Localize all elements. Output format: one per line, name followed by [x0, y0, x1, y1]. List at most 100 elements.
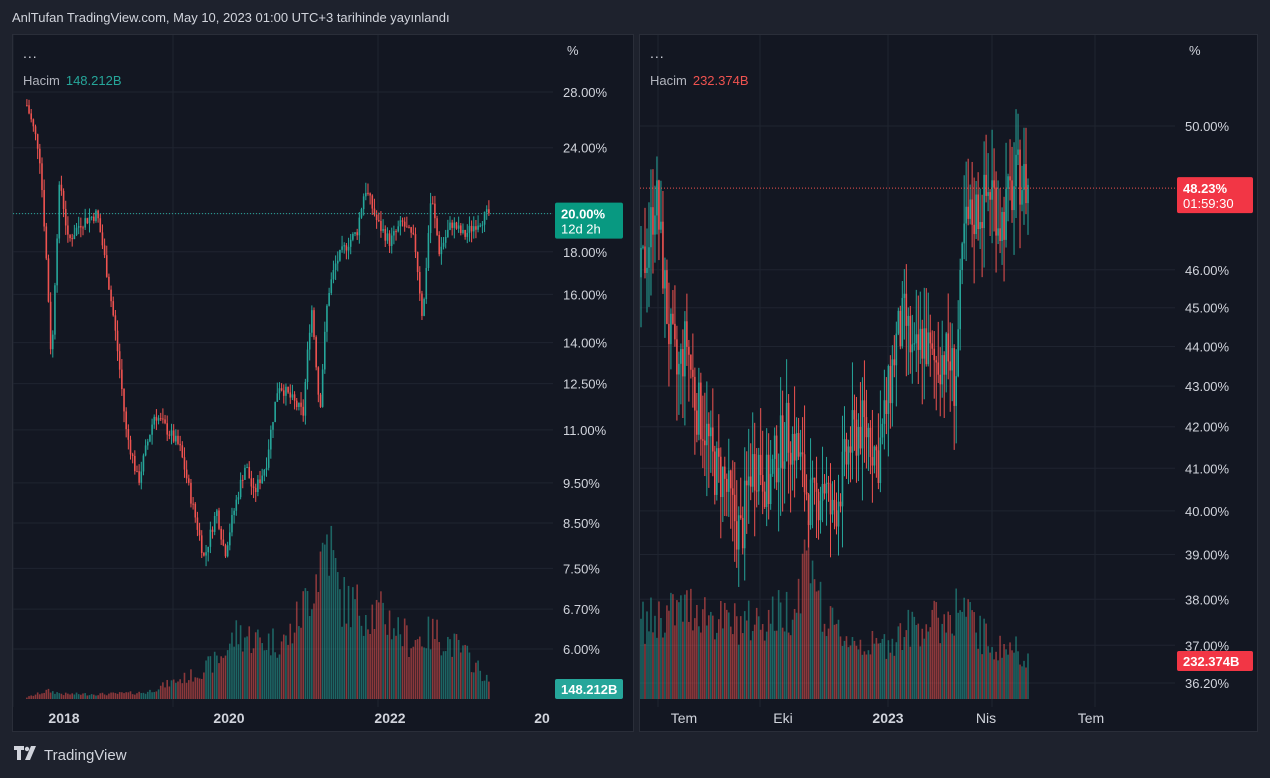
candle-body: [179, 443, 181, 446]
candle-body: [971, 199, 973, 225]
candle-body: [787, 402, 790, 453]
tradingview-footer[interactable]: TradingView: [14, 746, 127, 764]
volume-bar: [360, 625, 363, 699]
y-tick-label: 24.00%: [563, 141, 608, 156]
candle-body: [733, 494, 736, 522]
volume-bar: [332, 550, 335, 699]
candle-body: [472, 226, 475, 232]
candle-body: [704, 440, 706, 446]
volume-bar: [257, 629, 259, 699]
candle-body: [957, 329, 959, 377]
volume-bar: [881, 638, 884, 699]
volume-bar: [26, 697, 28, 699]
volume-bar: [434, 639, 436, 699]
volume-bar: [702, 609, 704, 699]
volume-bar: [330, 525, 333, 699]
volume-bar: [80, 694, 82, 699]
candle-body: [93, 216, 95, 221]
volume-bar: [931, 609, 934, 699]
candle-body: [328, 292, 330, 306]
candle-body: [483, 211, 486, 225]
chart-left-svg[interactable]: % 28.00% 24.00% 20.00% 18.00% 16.00% 14.00% 12.…: [13, 35, 634, 732]
volume-bar: [101, 692, 104, 699]
y-tick-label: 40.00%: [1185, 504, 1230, 519]
volume-bar: [151, 692, 153, 699]
volume-bar: [144, 693, 147, 699]
candle-body: [69, 234, 71, 239]
volume-bar: [943, 614, 946, 699]
volume-bar: [32, 695, 35, 699]
volume-tag-bg: [555, 679, 623, 699]
volume-bar: [723, 602, 726, 699]
candle-body: [855, 419, 858, 456]
volume-bar: [483, 680, 486, 699]
candle-body: [891, 359, 894, 404]
y-tick-label: 6.00%: [563, 642, 600, 657]
volume-bar: [229, 643, 231, 699]
candle-body: [1011, 180, 1013, 211]
chart-menu-dots[interactable]: ...: [23, 45, 38, 61]
volume-bar: [408, 656, 410, 699]
chart-menu-dots[interactable]: ...: [650, 45, 665, 61]
volume-bar: [907, 609, 910, 699]
candle-body: [438, 234, 441, 255]
candle-body: [827, 482, 830, 484]
candle-body: [190, 482, 192, 504]
candle-body: [134, 455, 136, 472]
volume-bar: [927, 631, 930, 699]
volume-bar: [345, 623, 348, 699]
candle-body: [410, 227, 412, 233]
candle-body: [688, 346, 690, 355]
volume-bar: [813, 579, 816, 699]
candle-body: [777, 467, 780, 483]
countdown-label: 01:59:30: [1183, 196, 1234, 211]
volume-bar: [875, 637, 878, 699]
candle-body: [712, 427, 714, 452]
candle-body: [131, 454, 134, 456]
volume-bar: [1025, 667, 1027, 699]
candle-body: [901, 297, 904, 347]
candle-body: [741, 517, 744, 549]
volume-bar: [369, 633, 371, 699]
volume-bar: [871, 630, 874, 699]
volume-bar: [47, 688, 50, 699]
candle-body: [187, 478, 190, 483]
volume-bar: [138, 691, 140, 699]
volume-bar: [835, 623, 838, 699]
tradingview-brand: TradingView: [44, 746, 127, 764]
candle-body: [418, 272, 421, 294]
candle-body: [488, 209, 490, 214]
candle-body: [813, 477, 816, 483]
volume-bar: [159, 685, 162, 699]
candle-body: [991, 180, 993, 200]
candle-body: [339, 249, 341, 261]
candle-body: [731, 488, 734, 495]
candle-body: [789, 452, 792, 465]
candle-body: [321, 369, 324, 407]
candle-body: [706, 423, 708, 446]
volume-bar: [200, 678, 203, 699]
candle-body: [941, 355, 944, 385]
volume-bars: [640, 520, 1029, 699]
chart-right-svg[interactable]: % 50.00% 46.00% 45.00% 44.00% 43.00% 42.00% 41.…: [640, 35, 1258, 732]
volume-bar: [955, 588, 957, 699]
chart-panel-right[interactable]: % 50.00% 46.00% 45.00% 44.00% 43.00% 42.00% 41.…: [639, 34, 1258, 732]
candle-body: [289, 392, 292, 398]
volume-bar: [765, 631, 768, 699]
y-tick-label: 16.00%: [563, 287, 608, 302]
volume-bar: [224, 655, 227, 699]
volume-bar: [250, 653, 253, 699]
volume-bar: [125, 692, 127, 699]
candle-body: [853, 410, 856, 420]
candle-body: [285, 386, 287, 396]
volume-bar: [1013, 652, 1015, 699]
candle-body: [155, 416, 158, 421]
candle-body: [475, 226, 477, 230]
volume-bar: [399, 634, 402, 699]
chart-panel-left[interactable]: % 28.00% 24.00% 20.00% 18.00% 16.00% 14.00% 12.…: [12, 34, 634, 732]
candle-body: [367, 192, 369, 194]
candle-body: [455, 222, 458, 229]
volume-bar: [781, 627, 784, 699]
y-tick-label: 8.50%: [563, 516, 600, 531]
candle-body: [716, 448, 718, 495]
